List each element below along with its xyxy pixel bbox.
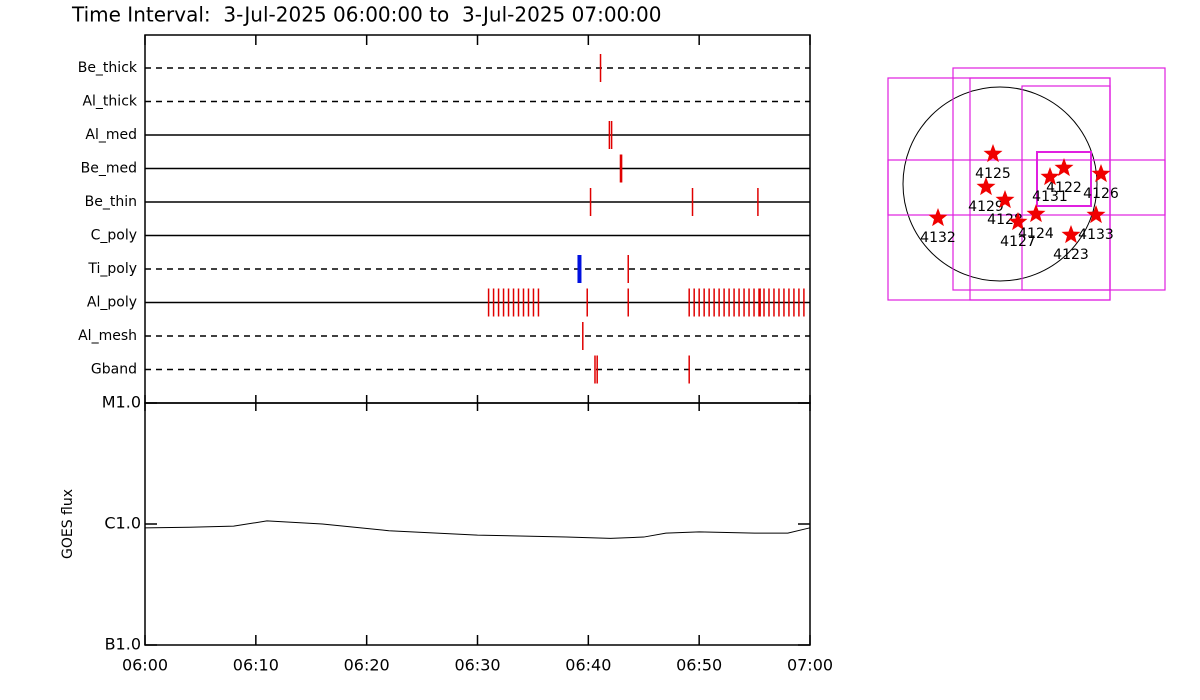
region-star xyxy=(928,208,948,227)
row-label: Al_mesh xyxy=(78,328,137,344)
region-star xyxy=(995,190,1015,209)
region-label: 4126 xyxy=(1083,186,1119,202)
title: Time Interval: 3-Jul-2025 06:00:00 to 3-… xyxy=(71,3,661,27)
region-label: 4123 xyxy=(1053,247,1089,263)
row-label: C_poly xyxy=(91,228,137,244)
row-label: Be_med xyxy=(81,161,137,177)
y-tick-label: M1.0 xyxy=(102,393,141,412)
region-label: 4127 xyxy=(1000,234,1036,250)
region-label: 4133 xyxy=(1078,227,1114,243)
region-star xyxy=(1040,167,1060,186)
x-tick-label: 06:40 xyxy=(565,656,611,675)
region-star xyxy=(1008,212,1028,231)
fov-box xyxy=(1036,151,1092,207)
region-star xyxy=(1026,204,1046,223)
row-label: Al_thick xyxy=(82,94,137,110)
x-tick-label: 06:10 xyxy=(233,656,279,675)
region-star xyxy=(976,177,996,196)
x-tick-label: 06:20 xyxy=(344,656,390,675)
row-label: Gband xyxy=(91,362,137,378)
fov-box xyxy=(1021,85,1111,291)
region-label: 4125 xyxy=(975,166,1011,182)
region-label: 4132 xyxy=(920,230,956,246)
region-star xyxy=(983,144,1003,163)
row-label: Al_poly xyxy=(87,295,137,311)
timeline-frame xyxy=(144,34,811,404)
goes-y-label: GOES flux xyxy=(60,489,76,559)
solar-limb xyxy=(902,86,1098,282)
x-tick-label: 06:00 xyxy=(122,656,168,675)
row-label: Al_med xyxy=(85,127,137,143)
region-star xyxy=(1086,205,1106,224)
region-star xyxy=(1054,158,1074,177)
x-tick-label: 06:50 xyxy=(676,656,722,675)
y-tick-label: B1.0 xyxy=(105,635,141,654)
goes-curve xyxy=(144,520,811,539)
region-label: 4129 xyxy=(968,199,1004,215)
region-label: 4124 xyxy=(1018,226,1054,242)
y-tick-label: C1.0 xyxy=(104,514,141,533)
row-label: Be_thin xyxy=(85,194,137,210)
region-label: 4131 xyxy=(1032,189,1068,205)
sun-map xyxy=(887,67,1166,301)
row-label: Ti_poly xyxy=(87,261,137,277)
fov-box xyxy=(887,159,1166,216)
x-tick-label: 07:00 xyxy=(787,656,833,675)
region-star xyxy=(1061,225,1081,244)
row-label: Be_thick xyxy=(78,60,138,76)
region-star xyxy=(1091,164,1111,183)
x-tick-label: 06:30 xyxy=(454,656,500,675)
